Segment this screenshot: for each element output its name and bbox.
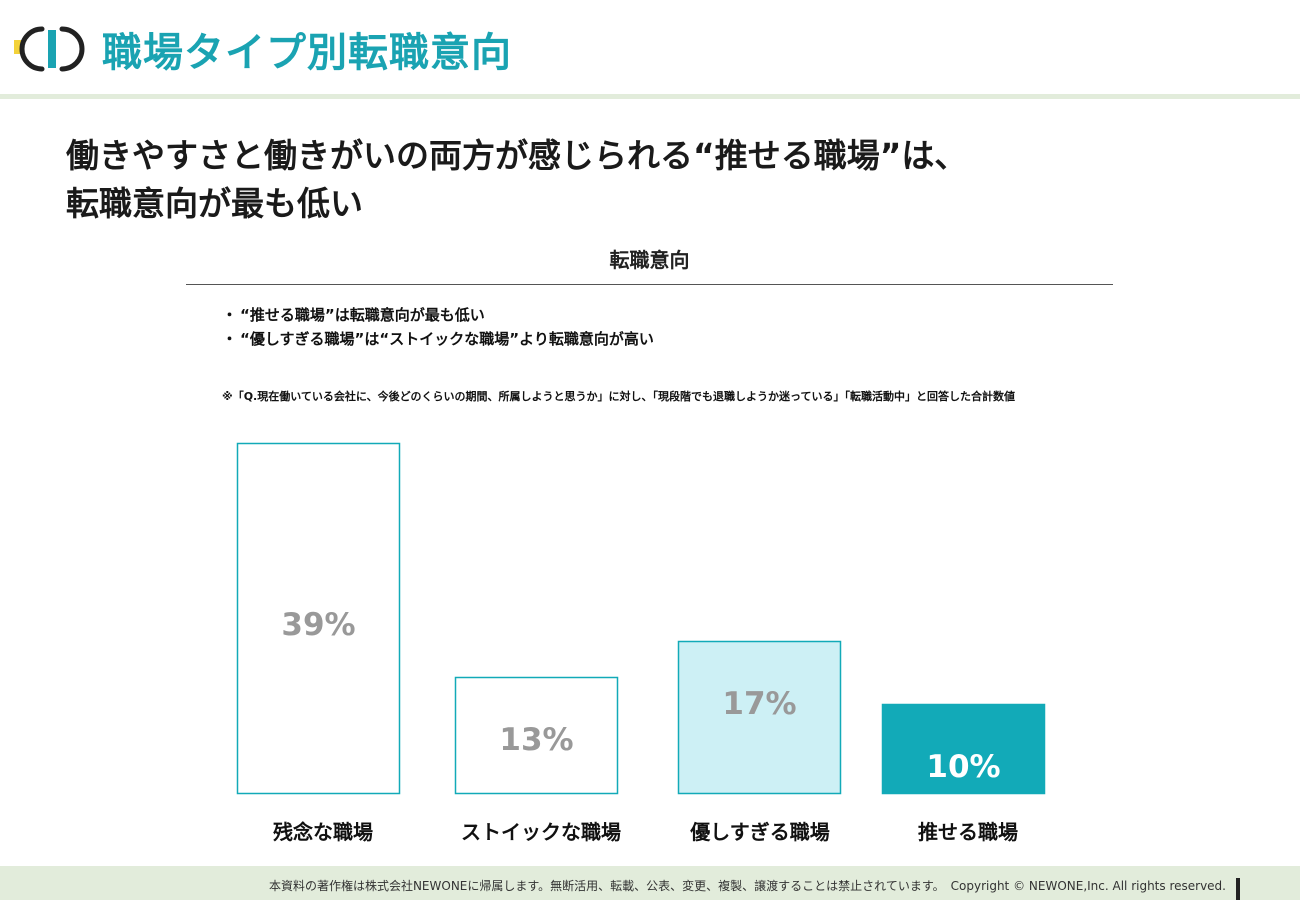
bullet-text: “優しすぎる職場”は“ストイックな職場”より転職意向が高い (240, 330, 654, 348)
chart-title-divider (186, 284, 1113, 285)
category-label: 推せる職場 (918, 820, 1018, 844)
bar-value-label: 10% (926, 749, 1000, 785)
bar-value-label: 39% (281, 607, 355, 643)
bullet-marker: ・ (222, 306, 238, 324)
bar (677, 640, 842, 795)
category-label: ストイックな職場 (461, 820, 621, 844)
chart-title: 転職意向 (609, 248, 690, 272)
newone-logo-icon (14, 26, 85, 72)
bar-value-label: 13% (499, 722, 573, 758)
footer: 本資料の著作権は株式会社NEWONEに帰属します。無断活用、転載、公表、変更、複… (0, 866, 1300, 900)
copyright-text: 本資料の著作権は株式会社NEWONEに帰属します。無断活用、転載、公表、変更、複… (268, 879, 1226, 893)
page-title: 職場タイプ別転職意向 (102, 30, 512, 76)
footnote: ※「Q.現在働いている会社に、今後どのくらいの期間、所属しようと思うか」に対し、… (222, 390, 1016, 403)
header: 職場タイプ別転職意向 (0, 0, 1300, 94)
footer-marker (1236, 878, 1240, 900)
header-divider (0, 94, 1300, 99)
bullet-item: ・ “推せる職場”は転職意向が最も低い (222, 303, 654, 327)
category-label: 優しすぎる職場 (689, 820, 830, 844)
bar-value-label: 17% (722, 686, 796, 722)
bullet-marker: ・ (222, 330, 238, 348)
bullet-item: ・ “優しすぎる職場”は“ストイックな職場”より転職意向が高い (222, 327, 654, 351)
headline-line-2: 転職意向が最も低い (66, 184, 363, 223)
bar (881, 703, 1046, 795)
bar (236, 442, 401, 795)
bullet-list: ・ “推せる職場”は転職意向が最も低い ・ “優しすぎる職場”は“ストイックな職場”… (222, 303, 654, 351)
category-label: 残念な職場 (273, 820, 373, 844)
headline: 働きやすさと働きがいの両方が感じられる“推せる職場”は、 転職意向が最も低い (66, 132, 1246, 228)
bullet-text: “推せる職場”は転職意向が最も低い (240, 306, 485, 324)
bar (454, 676, 619, 795)
headline-line-1: 働きやすさと働きがいの両方が感じられる“推せる職場”は、 (66, 136, 968, 175)
